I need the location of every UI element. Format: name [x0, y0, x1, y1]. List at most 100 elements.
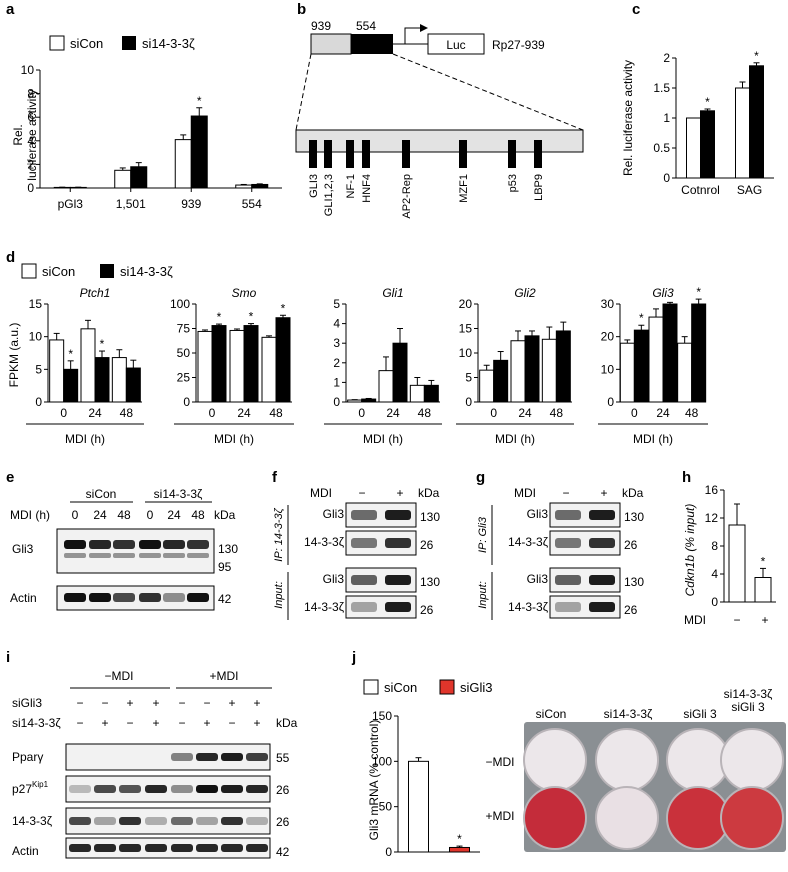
bar — [409, 384, 425, 403]
x-tick-label: 0 — [60, 406, 67, 420]
x-tick-label: 939 — [181, 197, 201, 211]
row-label: 14-3-3ζ — [304, 600, 345, 614]
row-label: Gli3 — [527, 572, 549, 586]
construct-label: Rp27-939 — [492, 38, 545, 52]
e-kda-label: kDa — [214, 508, 236, 522]
bar — [63, 368, 79, 403]
panel-d-ylabel: FPKM (a.u.) — [7, 323, 21, 388]
plate-neg-mdi-label: −MDI — [485, 755, 514, 769]
bar — [197, 330, 213, 403]
blot-band — [94, 844, 116, 852]
chart-h: 0 4 8 12 16 * − + — [705, 483, 776, 627]
row-label: Gli3 — [323, 572, 345, 586]
minus-label: − — [358, 486, 365, 500]
blot-band — [589, 510, 615, 520]
binding-site-marker — [346, 140, 354, 168]
y-tick-label: 0 — [183, 395, 190, 409]
sigli3-sign: + — [126, 696, 133, 710]
gli3-lower-band — [139, 553, 161, 558]
significance-star: * — [696, 285, 701, 299]
y-tick-label: 10 — [601, 362, 615, 376]
si1433z-sign: − — [228, 716, 235, 730]
y-tick-label: 0 — [27, 181, 34, 195]
h-sign: − — [733, 613, 740, 627]
row-label: Gli3 — [527, 507, 549, 521]
binding-site-label: LBP9 — [533, 174, 545, 201]
significance-star: * — [217, 310, 222, 324]
subplot-xlabel: MDI (h) — [633, 432, 673, 446]
bar — [555, 330, 571, 403]
binding-site-marker — [402, 140, 410, 168]
input-label: Input: — [273, 581, 285, 609]
plate-well-pos-mdi — [720, 786, 784, 850]
blot-f: MDI − + kDa IP: 14-3-3ζ Input: Gli3 130 14-3-3ζ 2… — [273, 486, 440, 620]
bar — [130, 166, 148, 189]
mw-label: 26 — [276, 815, 290, 829]
y-tick-label: 20 — [459, 297, 473, 311]
actin-band — [113, 593, 135, 602]
bar — [449, 846, 470, 853]
zoom-line-right — [392, 53, 584, 131]
bar — [493, 359, 509, 403]
tss-arrow-icon — [420, 24, 428, 32]
bar — [754, 577, 772, 603]
tss-arrow-line — [404, 27, 420, 44]
plate-well-neg-mdi — [595, 728, 659, 792]
row-label: Gli3 — [323, 507, 345, 521]
y-tick-label: 1 — [333, 375, 340, 389]
ip-label: IP: Gli3 — [477, 516, 489, 553]
chart-d-gli1: 0 1 2 3 4 5 0 24 48 Gli1 MDI (h) — [324, 286, 442, 446]
e-gli3-blot — [56, 528, 215, 574]
plus-label: + — [600, 486, 607, 500]
x-tick-label: pGl3 — [58, 197, 84, 211]
blot-band — [385, 538, 411, 548]
zoom-line-left — [295, 53, 312, 131]
sigli3-sign: − — [178, 696, 185, 710]
y-tick-label: 0 — [465, 395, 472, 409]
si1433z-sign: + — [101, 716, 108, 730]
subplot-xlabel: MDI (h) — [214, 432, 254, 446]
si1433z-sign: + — [152, 716, 159, 730]
sigli3-sign: − — [203, 696, 210, 710]
si1433z-sign: − — [76, 716, 83, 730]
mw-label: 26 — [624, 538, 638, 552]
e-mw-42: 42 — [218, 592, 232, 606]
mw-label: 130 — [624, 510, 644, 524]
y-tick-label: 0 — [385, 845, 392, 859]
sigli3-sign: + — [228, 696, 235, 710]
y-tick-label: 4 — [333, 317, 340, 331]
y-tick-label: 15 — [29, 297, 43, 311]
blot-band — [221, 817, 243, 825]
x-tick-label: 48 — [269, 406, 283, 420]
blot-band — [555, 602, 581, 612]
row-label: Actin — [12, 844, 39, 858]
blot-band — [589, 602, 615, 612]
blot-band — [555, 510, 581, 520]
y-tick-label: 10 — [29, 330, 43, 344]
significance-star: * — [457, 832, 462, 846]
legend-j-sigli3-swatch — [439, 679, 455, 695]
panel-a-ylabel-line1: Rel. — [11, 124, 25, 145]
subplot-title: Smo — [232, 286, 257, 300]
y-tick-label: 1 — [663, 111, 670, 125]
blot-band — [94, 817, 116, 825]
y-tick-label: 100 — [372, 754, 392, 768]
e-mw-130: 130 — [218, 542, 238, 556]
gli3-lower-band — [89, 553, 111, 558]
panel-a-ylabel: Rel. luciferase activity — [11, 89, 39, 180]
bar — [700, 110, 715, 179]
significance-star: * — [761, 554, 766, 568]
e-time-label: 24 — [93, 508, 107, 522]
sigli3-sign: + — [152, 696, 159, 710]
group-sicon-label: siCon — [86, 487, 117, 501]
bar — [677, 342, 693, 403]
y-tick-label: 25 — [177, 371, 191, 385]
bar — [541, 338, 557, 403]
significance-star: * — [68, 347, 73, 361]
y-tick-label: 50 — [177, 346, 191, 360]
y-tick-label: 8 — [27, 87, 34, 101]
y-tick-label: 5 — [465, 371, 472, 385]
significance-star: * — [100, 337, 105, 351]
